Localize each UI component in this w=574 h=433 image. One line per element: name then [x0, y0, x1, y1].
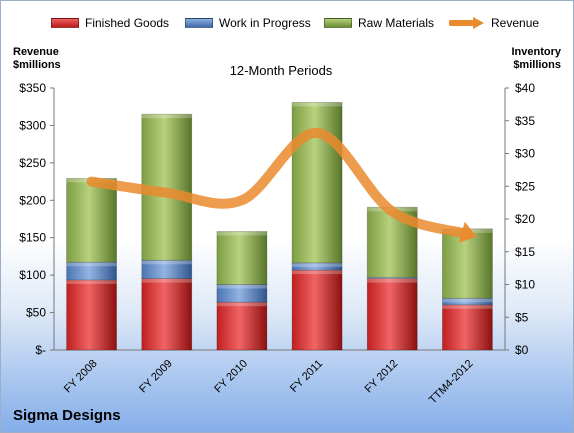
revenue-arrow-icon — [449, 17, 484, 29]
left-axis-title: Revenue $millions — [13, 46, 61, 71]
right-tick-label: $35 — [515, 114, 535, 128]
left-tick-label: $150 — [19, 231, 46, 245]
right-tick-label: $15 — [515, 245, 535, 259]
right-tick-label: $25 — [515, 179, 535, 193]
bar-highlight — [216, 231, 267, 236]
bar-finished-goods — [66, 279, 117, 351]
bar-highlight — [292, 262, 343, 267]
raw-materials-swatch — [324, 18, 352, 28]
legend-finished-goods-label: Finished Goods — [85, 16, 170, 30]
bar-finished-goods — [442, 304, 493, 351]
legend-work-in-progress: Work in Progress — [185, 16, 311, 30]
right-tick-label: $30 — [515, 147, 535, 161]
bar-highlight — [141, 260, 192, 265]
bar-highlight — [442, 298, 493, 303]
right-tick-label: $10 — [515, 278, 535, 292]
legend-raw-materials: Raw Materials — [324, 16, 434, 30]
x-tick-label: FY 2012 — [363, 358, 401, 396]
bar-finished-goods — [291, 269, 343, 351]
left-tick-label: $300 — [19, 118, 46, 132]
legend: Finished Goods Work in Progress Raw Mate… — [1, 16, 573, 34]
left-tick-label: $200 — [19, 193, 46, 207]
legend-revenue: Revenue — [449, 16, 539, 30]
bar-highlight — [292, 102, 343, 107]
legend-raw-materials-label: Raw Materials — [358, 16, 435, 30]
right-axis-title: Inventory $millions — [511, 46, 561, 71]
left-tick-label: $100 — [19, 268, 46, 282]
bar-highlight — [66, 279, 117, 284]
left-tick-label: $50 — [26, 306, 46, 320]
bar-finished-goods — [366, 278, 418, 351]
legend-work-in-progress-label: Work in Progress — [219, 16, 311, 30]
left-tick-label: $250 — [19, 156, 46, 170]
bar-highlight — [367, 278, 418, 283]
bar-raw-materials — [216, 231, 268, 285]
bar-highlight — [141, 114, 192, 119]
bar-work-in-progress — [66, 261, 117, 281]
bar-raw-materials — [291, 102, 343, 264]
bar-highlight — [66, 262, 117, 267]
left-tick-label: $350 — [19, 81, 46, 95]
x-tick-label: FY 2010 — [212, 358, 250, 396]
x-tick-label: FY 2009 — [137, 358, 175, 396]
bar-finished-goods — [141, 278, 193, 351]
right-tick-label: $40 — [515, 81, 535, 95]
bar-highlight — [292, 270, 343, 275]
x-tick-label: FY 2011 — [288, 358, 325, 395]
right-tick-label: $5 — [515, 310, 529, 324]
company-name: Sigma Designs — [13, 407, 121, 424]
revenue-line — [86, 127, 473, 239]
bar-highlight — [141, 278, 192, 283]
x-tick-label: TTM4-2012 — [427, 358, 476, 407]
bar-raw-materials — [442, 228, 493, 299]
x-tick-label: FY 2008 — [62, 358, 100, 396]
bar-highlight — [367, 277, 418, 279]
legend-revenue-label: Revenue — [491, 16, 540, 30]
left-tick-label: $- — [35, 343, 46, 357]
finished-goods-swatch — [51, 18, 79, 28]
bar-finished-goods — [216, 301, 268, 351]
legend-finished-goods: Finished Goods — [51, 16, 169, 30]
chart-title: 12-Month Periods — [229, 63, 333, 78]
bar-highlight — [216, 284, 267, 289]
bar-highlight — [216, 302, 267, 307]
work-in-progress-swatch — [185, 18, 213, 28]
right-tick-label: $20 — [515, 212, 535, 226]
bar-highlight — [442, 304, 493, 309]
revenue-arrowhead — [458, 221, 477, 243]
bar-raw-materials — [66, 177, 117, 263]
right-tick-label: $0 — [515, 343, 529, 357]
